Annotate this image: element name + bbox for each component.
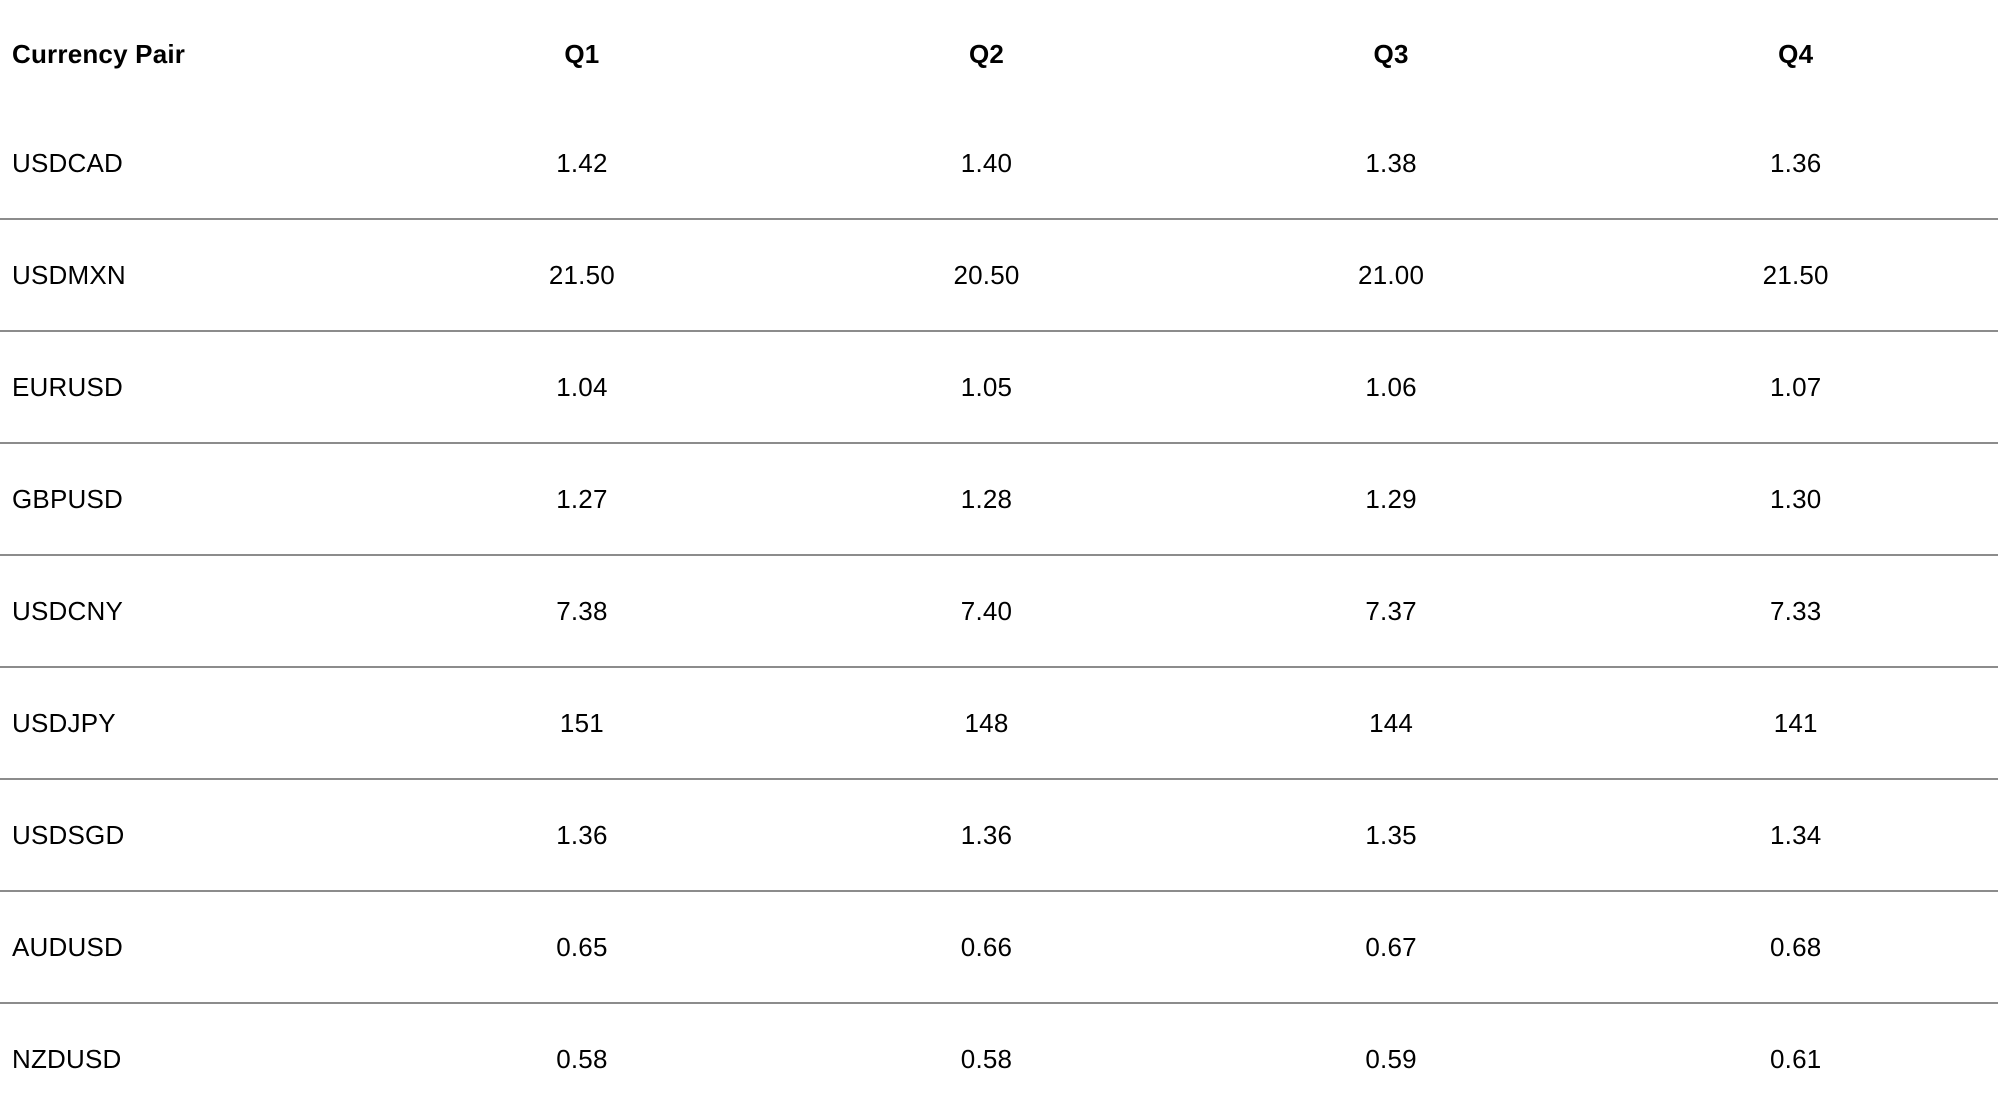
rate-value-cell: 0.67 <box>1365 931 1417 962</box>
table-row: GBPUSD 1.27 1.28 1.29 1.30 <box>0 443 1998 555</box>
rate-value-cell: 0.61 <box>1769 1043 1822 1074</box>
rate-value-cell: 7.40 <box>960 595 1013 626</box>
rate-value-cell: 1.36 <box>960 819 1013 850</box>
rate-value-cell: 148 <box>964 707 1009 738</box>
column-header-q1: Q1 <box>564 38 600 69</box>
rate-value-cell: 1.38 <box>1365 147 1417 178</box>
currency-pair-cell: USDMXN <box>12 259 126 290</box>
rate-value-cell: 1.29 <box>1365 483 1417 514</box>
rate-value-cell: 0.66 <box>960 931 1013 962</box>
column-header-q3: Q3 <box>1373 38 1409 69</box>
table-row: USDCAD 1.42 1.40 1.38 1.36 <box>0 108 1998 219</box>
table-row: USDSGD 1.36 1.36 1.35 1.34 <box>0 779 1998 891</box>
table-row: USDMXN 21.50 20.50 21.00 21.50 <box>0 219 1998 331</box>
table-row: USDCNY 7.38 7.40 7.37 7.33 <box>0 555 1998 667</box>
table-row: NZDUSD 0.58 0.58 0.59 0.61 <box>0 1003 1998 1112</box>
table-body: USDCAD 1.42 1.40 1.38 1.36 USDMXN 21.50 20.50 21… <box>0 108 1998 1112</box>
rate-value-cell: 7.37 <box>1365 595 1417 626</box>
rate-value-cell: 0.59 <box>1365 1043 1417 1074</box>
rate-value-cell: 144 <box>1369 707 1414 738</box>
rate-value-cell: 7.38 <box>556 595 608 626</box>
table-row: USDJPY 151 148 144 141 <box>0 667 1998 779</box>
currency-pair-cell: USDJPY <box>12 707 116 738</box>
header-row: Currency Pair Q1 Q2 Q3 Q4 <box>0 0 1998 108</box>
rate-value-cell: 1.05 <box>960 371 1013 402</box>
rate-value-cell: 1.06 <box>1365 371 1417 402</box>
rate-value-cell: 1.27 <box>556 483 608 514</box>
rate-value-cell: 21.50 <box>548 259 615 290</box>
rate-value-cell: 1.36 <box>1769 147 1822 178</box>
rate-value-cell: 1.35 <box>1365 819 1417 850</box>
currency-pair-cell: AUDUSD <box>12 931 123 962</box>
rate-value-cell: 141 <box>1773 707 1818 738</box>
table-row: EURUSD 1.04 1.05 1.06 1.07 <box>0 331 1998 443</box>
currency-pair-cell: USDCNY <box>12 595 123 626</box>
rate-value-cell: 1.07 <box>1769 371 1822 402</box>
rate-value-cell: 0.58 <box>556 1043 608 1074</box>
table-row: AUDUSD 0.65 0.66 0.67 0.68 <box>0 891 1998 1003</box>
currency-pair-cell: NZDUSD <box>12 1043 122 1074</box>
rate-value-cell: 1.04 <box>556 371 608 402</box>
rate-value-cell: 21.00 <box>1358 259 1425 290</box>
rate-value-cell: 1.36 <box>556 819 608 850</box>
rate-value-cell: 7.33 <box>1769 595 1822 626</box>
column-header-currency-pair: Currency Pair <box>12 38 186 69</box>
rate-value-cell: 21.50 <box>1762 259 1829 290</box>
column-header-q2: Q2 <box>968 38 1005 69</box>
rate-value-cell: 20.50 <box>953 259 1020 290</box>
rate-value-cell: 0.68 <box>1769 931 1822 962</box>
currency-pair-cell: USDSGD <box>12 819 125 850</box>
rate-value-cell: 1.40 <box>960 147 1013 178</box>
rate-value-cell: 1.28 <box>960 483 1013 514</box>
column-header-q4: Q4 <box>1778 38 1814 69</box>
rate-value-cell: 1.30 <box>1769 483 1822 514</box>
currency-pair-cell: GBPUSD <box>12 483 124 514</box>
rate-value-cell: 151 <box>559 707 604 738</box>
rate-value-cell: 0.65 <box>556 931 608 962</box>
rate-value-cell: 0.58 <box>960 1043 1013 1074</box>
currency-pair-cell: USDCAD <box>12 147 123 178</box>
currency-pair-cell: EURUSD <box>12 371 123 402</box>
rate-value-cell: 1.34 <box>1769 819 1822 850</box>
rate-value-cell: 1.42 <box>556 147 608 178</box>
